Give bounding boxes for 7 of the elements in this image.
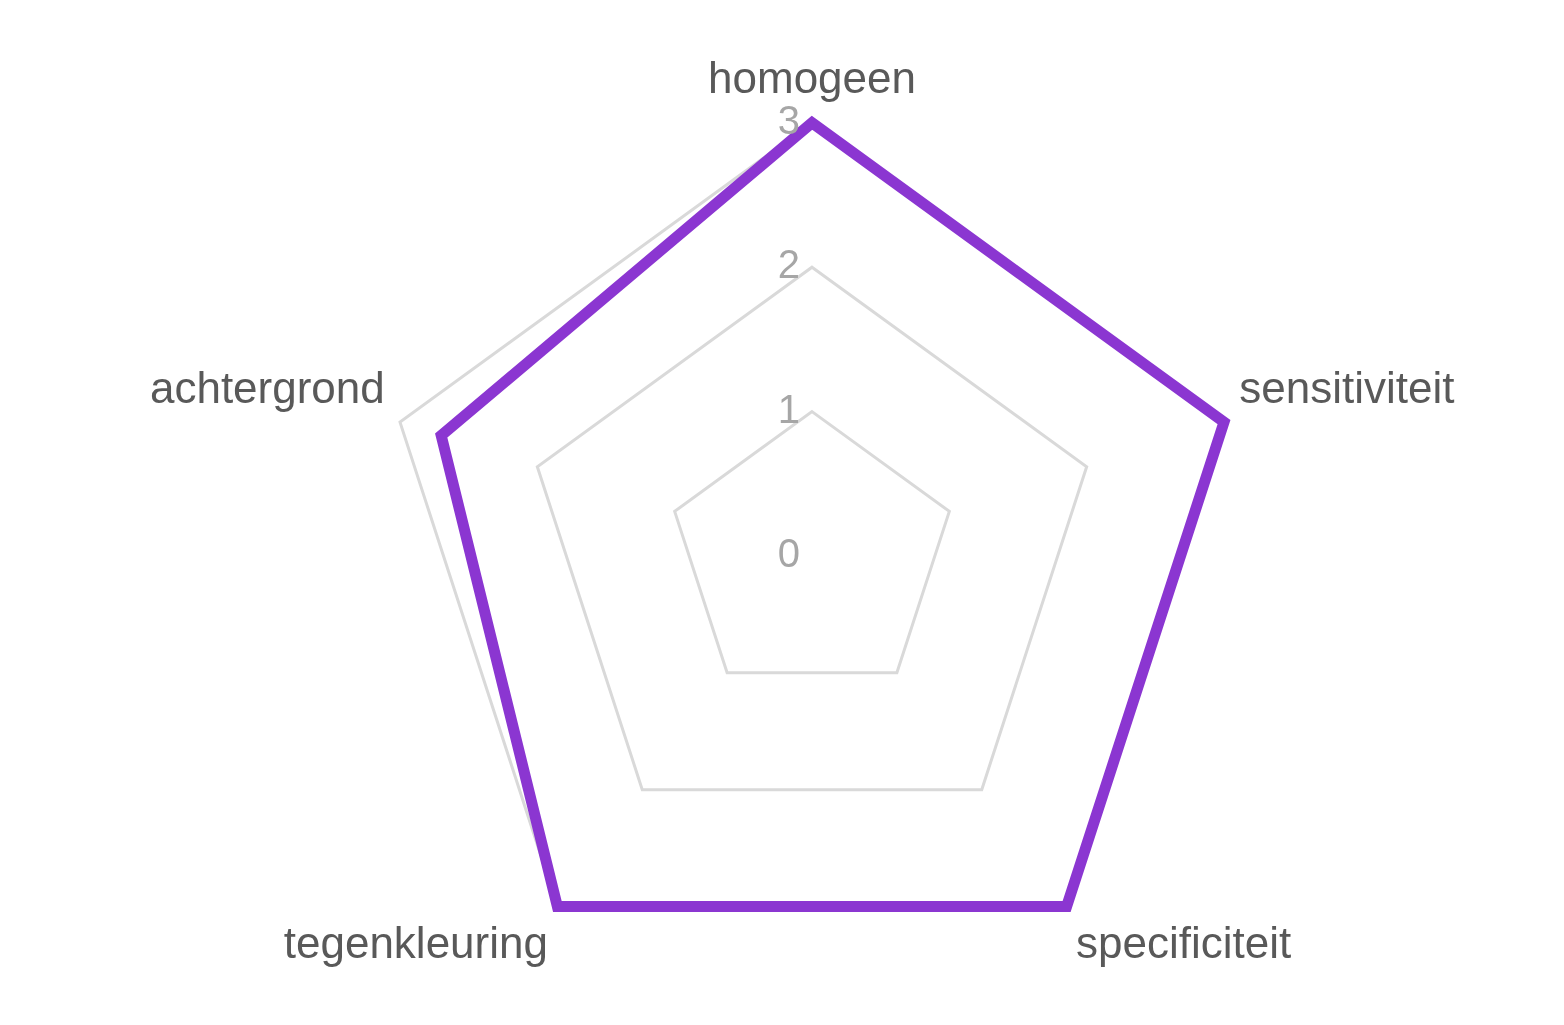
spoke-label: tegenkleuring [283, 917, 548, 967]
spoke-label: specificiteit [1076, 917, 1292, 967]
y-tick-label: 0 [777, 531, 800, 576]
y-tick-label: 1 [777, 386, 800, 431]
spoke-label: achtergrond [149, 362, 385, 412]
spoke-label: sensitiviteit [1239, 362, 1455, 412]
y-tick-label: 2 [777, 242, 800, 287]
